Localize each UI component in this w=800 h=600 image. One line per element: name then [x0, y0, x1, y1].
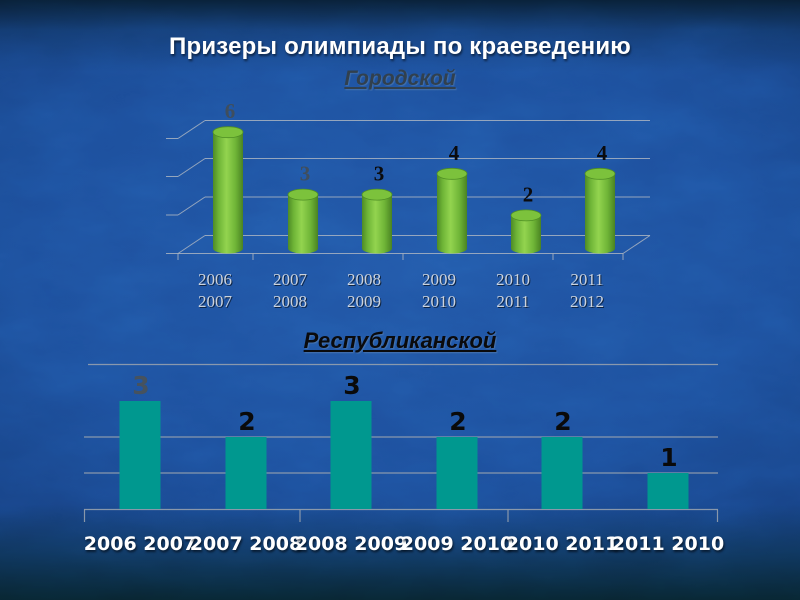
cylinder-top: [212, 126, 244, 139]
gridline-depth-edge: [177, 120, 206, 139]
category-label: 2007 2008: [273, 270, 308, 311]
gridline-depth-edge: [177, 196, 206, 216]
chart1-axes: [166, 120, 651, 260]
bar: [436, 437, 478, 509]
cylinder-body: [288, 194, 318, 249]
category-label: 2009 2010: [422, 270, 456, 311]
value-label: 4: [597, 141, 608, 165]
category-label: 2009 2010: [401, 533, 513, 555]
chart2-bars: [119, 401, 689, 509]
category-label: 2010 2011: [506, 533, 618, 555]
cylinder-bar: [287, 188, 319, 254]
right-depth-edge: [622, 235, 651, 254]
value-label: 1: [660, 443, 677, 472]
category-label: 2011 2012: [570, 270, 604, 311]
cylinder-body: [585, 173, 615, 249]
value-label: 2: [554, 407, 571, 436]
cylinder-bar: [212, 126, 244, 254]
cylinder-top: [436, 167, 468, 180]
cylinder-top: [287, 188, 319, 201]
chart1-bars: [212, 126, 616, 254]
slide-title: Призеры олимпиады по краеведению: [169, 33, 631, 60]
value-label: 3: [132, 371, 149, 400]
category-label: 2006 2007: [84, 533, 196, 555]
gridline-depth-edge: [177, 235, 206, 254]
category-label: 2006 2007: [198, 270, 233, 311]
cylinder-body: [213, 132, 243, 249]
bar: [330, 401, 372, 509]
value-label: 3: [343, 371, 360, 400]
cylinder-body: [437, 173, 467, 249]
category-label: 2008 2009: [347, 270, 381, 311]
cylinder-bar: [361, 188, 393, 254]
bar: [119, 401, 161, 509]
value-label: 2: [238, 407, 255, 436]
bar: [541, 437, 583, 509]
category-label: 2010 2011: [496, 270, 530, 311]
cylinder-top: [510, 209, 542, 222]
value-label: 4: [449, 141, 460, 165]
cylinder-bar: [510, 209, 542, 254]
chart2-axes: [83, 363, 719, 522]
cylinder-bar: [584, 167, 616, 254]
gridline-depth-edge: [177, 158, 206, 177]
bar: [647, 473, 689, 509]
category-label: 2007 2008: [190, 533, 302, 555]
cylinder-body: [362, 194, 392, 249]
value-label: 2: [523, 182, 534, 206]
cylinder-bar: [436, 167, 468, 254]
value-label: 2: [449, 407, 466, 436]
value-label: 3: [374, 162, 385, 186]
chart2-title: Республиканской: [303, 328, 497, 353]
chart1-title: Городской: [344, 67, 456, 90]
value-label: 3: [300, 162, 311, 186]
bar: [225, 437, 267, 509]
category-label: 2011 2010: [612, 533, 724, 555]
category-label: 2008 2009: [295, 533, 407, 555]
cylinder-top: [584, 167, 616, 180]
chart1-labels: 6 3 3 4 2 4 2006 2007 2007 2008 2008 2009 2009 2010 20…: [198, 99, 608, 311]
value-label: 6: [225, 99, 236, 123]
cylinder-top: [361, 188, 393, 201]
